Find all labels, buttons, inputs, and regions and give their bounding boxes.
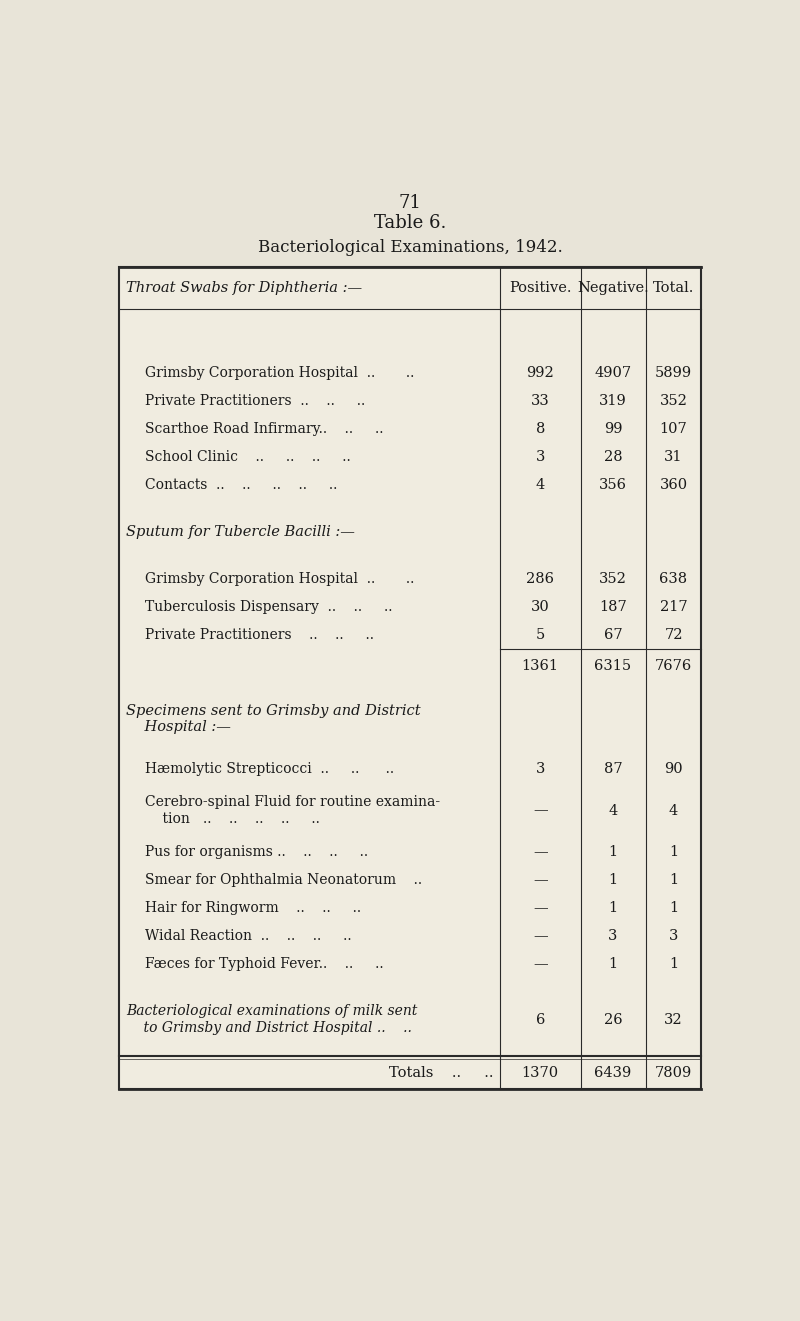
Text: Scarthoe Road Infirmary..    ..     ..: Scarthoe Road Infirmary.. .. .. xyxy=(145,421,383,436)
Text: 360: 360 xyxy=(659,478,687,491)
Text: Contacts  ..    ..     ..    ..     ..: Contacts .. .. .. .. .. xyxy=(145,478,337,491)
Text: 31: 31 xyxy=(664,449,682,464)
Text: Smear for Ophthalmia Neonatorum    ..: Smear for Ophthalmia Neonatorum .. xyxy=(145,873,422,888)
Text: Totals    ..     ..: Totals .. .. xyxy=(389,1066,494,1079)
Text: 992: 992 xyxy=(526,366,554,380)
Text: 26: 26 xyxy=(604,1013,622,1026)
Text: Positive.: Positive. xyxy=(509,281,571,295)
Text: 1: 1 xyxy=(609,956,618,971)
Text: 1361: 1361 xyxy=(522,659,558,672)
Text: 1: 1 xyxy=(609,873,618,888)
Text: Specimens sent to Grimsby and District
    Hospital :—: Specimens sent to Grimsby and District H… xyxy=(126,704,421,733)
Text: Grimsby Corporation Hospital  ..       ..: Grimsby Corporation Hospital .. .. xyxy=(145,366,414,380)
Text: 4: 4 xyxy=(669,803,678,818)
Text: —: — xyxy=(533,956,547,971)
Text: 87: 87 xyxy=(604,762,622,775)
Text: 6439: 6439 xyxy=(594,1066,632,1079)
Text: 187: 187 xyxy=(599,600,627,614)
Text: 286: 286 xyxy=(526,572,554,587)
Text: Fæces for Typhoid Fever..    ..     ..: Fæces for Typhoid Fever.. .. .. xyxy=(145,956,383,971)
Text: 6: 6 xyxy=(535,1013,545,1026)
Text: Grimsby Corporation Hospital  ..       ..: Grimsby Corporation Hospital .. .. xyxy=(145,572,414,587)
Text: Bacteriological Examinations, 1942.: Bacteriological Examinations, 1942. xyxy=(258,239,562,256)
Text: 1: 1 xyxy=(609,845,618,860)
Text: 5: 5 xyxy=(535,627,545,642)
Text: 3: 3 xyxy=(535,762,545,775)
Text: 6315: 6315 xyxy=(594,659,632,672)
Text: 33: 33 xyxy=(531,394,550,408)
Text: Bacteriological examinations of milk sent
    to Grimsby and District Hospital .: Bacteriological examinations of milk sen… xyxy=(126,1004,418,1034)
Text: Sputum for Tubercle Bacilli :—: Sputum for Tubercle Bacilli :— xyxy=(126,524,355,539)
Text: Cerebro-spinal Fluid for routine examina-
    tion   ..    ..    ..    ..     ..: Cerebro-spinal Fluid for routine examina… xyxy=(145,795,440,826)
Text: 1: 1 xyxy=(609,901,618,915)
Text: —: — xyxy=(533,873,547,888)
Text: Private Practitioners  ..    ..     ..: Private Practitioners .. .. .. xyxy=(145,394,365,408)
Text: 99: 99 xyxy=(604,421,622,436)
Text: —: — xyxy=(533,845,547,860)
Text: Table 6.: Table 6. xyxy=(374,214,446,232)
Text: 1: 1 xyxy=(669,901,678,915)
Text: 4907: 4907 xyxy=(594,366,632,380)
Text: Tuberculosis Dispensary  ..    ..     ..: Tuberculosis Dispensary .. .. .. xyxy=(145,600,392,614)
Text: —: — xyxy=(533,901,547,915)
Text: 1: 1 xyxy=(669,845,678,860)
Text: 1: 1 xyxy=(669,873,678,888)
Text: Negative.: Negative. xyxy=(577,281,649,295)
Text: Pus for organisms ..    ..    ..     ..: Pus for organisms .. .. .. .. xyxy=(145,845,368,860)
Text: 28: 28 xyxy=(604,449,622,464)
Text: 90: 90 xyxy=(664,762,683,775)
Text: Hæmolytic Strepticocci  ..     ..      ..: Hæmolytic Strepticocci .. .. .. xyxy=(145,762,394,775)
Text: Private Practitioners    ..    ..     ..: Private Practitioners .. .. .. xyxy=(145,627,374,642)
Text: 1370: 1370 xyxy=(522,1066,558,1079)
Text: 356: 356 xyxy=(599,478,627,491)
Text: 5899: 5899 xyxy=(655,366,692,380)
Text: 71: 71 xyxy=(398,194,422,213)
Text: 107: 107 xyxy=(660,421,687,436)
Text: 3: 3 xyxy=(669,929,678,943)
Text: 217: 217 xyxy=(660,600,687,614)
Text: 1: 1 xyxy=(669,956,678,971)
Text: 352: 352 xyxy=(659,394,687,408)
Text: 4: 4 xyxy=(609,803,618,818)
Text: 7809: 7809 xyxy=(655,1066,692,1079)
Text: School Clinic    ..     ..    ..     ..: School Clinic .. .. .. .. xyxy=(145,449,350,464)
Text: 8: 8 xyxy=(535,421,545,436)
Text: 352: 352 xyxy=(599,572,627,587)
Text: 67: 67 xyxy=(604,627,622,642)
Text: 3: 3 xyxy=(608,929,618,943)
Text: 7676: 7676 xyxy=(655,659,692,672)
Text: 4: 4 xyxy=(535,478,545,491)
Text: Hair for Ringworm    ..    ..     ..: Hair for Ringworm .. .. .. xyxy=(145,901,361,915)
Text: Throat Swabs for Diphtheria :—: Throat Swabs for Diphtheria :— xyxy=(126,281,362,295)
Text: Widal Reaction  ..    ..    ..     ..: Widal Reaction .. .. .. .. xyxy=(145,929,351,943)
Text: Total.: Total. xyxy=(653,281,694,295)
Text: —: — xyxy=(533,803,547,818)
Text: 30: 30 xyxy=(531,600,550,614)
Text: 72: 72 xyxy=(664,627,682,642)
Text: 3: 3 xyxy=(535,449,545,464)
Text: 638: 638 xyxy=(659,572,687,587)
Text: —: — xyxy=(533,929,547,943)
Text: 319: 319 xyxy=(599,394,627,408)
Text: 32: 32 xyxy=(664,1013,683,1026)
